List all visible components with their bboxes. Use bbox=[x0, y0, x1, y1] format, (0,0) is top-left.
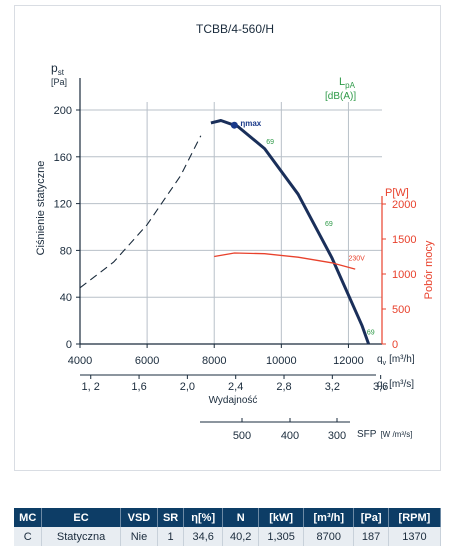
y-tick-label: 80 bbox=[60, 245, 72, 257]
table-header-cell: MC bbox=[14, 508, 43, 527]
x-tick-label: 12000 bbox=[333, 355, 364, 367]
m3s-tick-label: 2,8 bbox=[276, 381, 291, 393]
x-axis-unit-m3h: qv [m³/h] bbox=[377, 354, 415, 367]
eta-max-label: ηmax bbox=[240, 119, 261, 128]
table-cell: Nie bbox=[120, 527, 159, 546]
noise-level-label: 69 bbox=[367, 330, 375, 337]
y-axis-title: Ciśnienie statyczne bbox=[35, 161, 47, 256]
chart-frame bbox=[14, 5, 441, 471]
x-axis-unit-m3s: qv [m³/s] bbox=[377, 379, 414, 392]
table-cell: 40,2 bbox=[222, 527, 259, 546]
table-cell: 1,305 bbox=[258, 527, 305, 546]
table-header-cell: VSD bbox=[120, 508, 159, 527]
y-tick-label: 200 bbox=[54, 105, 72, 117]
x-axis-title: Wydajność bbox=[209, 395, 258, 406]
table-cell: 1 bbox=[157, 527, 185, 546]
table-header-cell: [Pa] bbox=[353, 508, 389, 527]
m3s-tick-label: 2,0 bbox=[180, 381, 195, 393]
power-axis-header: P[W] bbox=[385, 187, 409, 199]
table-cell: Statyczna bbox=[41, 527, 121, 546]
fan-parameters-table: MC EC VSD SR η[%] N [kW] [m³/h] [Pa] [RPM] C Staty… bbox=[14, 508, 442, 546]
sfp-tick-label: 300 bbox=[328, 430, 346, 442]
y-tick-label: 0 bbox=[66, 339, 72, 351]
x-tick-label: 6000 bbox=[135, 355, 159, 367]
power-axis-title: Pobór mocy bbox=[423, 240, 435, 299]
power-tick-label: 1000 bbox=[392, 269, 416, 281]
noise-legend-unit: [dB(A)] bbox=[325, 91, 356, 102]
power-tick-label: 1500 bbox=[392, 234, 416, 246]
power-tick-label: 2000 bbox=[392, 199, 416, 211]
eta-max-point bbox=[230, 121, 238, 129]
table-row: C Statyczna Nie 1 34,6 40,2 1,305 8700 187 1370 bbox=[14, 527, 442, 546]
power-curve bbox=[214, 252, 356, 270]
table-header-cell: [m³/h] bbox=[303, 508, 355, 527]
sfp-tick-label: 500 bbox=[233, 430, 251, 442]
x-tick-label: 4000 bbox=[68, 355, 92, 367]
table-header-cell: EC bbox=[41, 508, 121, 527]
table-header-row: MC EC VSD SR η[%] N [kW] [m³/h] [Pa] [RPM] bbox=[14, 508, 442, 527]
y-axis-symbol: pst bbox=[51, 61, 65, 77]
x-tick-label: 10000 bbox=[266, 355, 297, 367]
x-tick-label: 8000 bbox=[202, 355, 226, 367]
noise-legend-symbol: LpA bbox=[339, 76, 356, 90]
table-cell: C bbox=[14, 527, 43, 546]
table-header-cell: [kW] bbox=[258, 508, 305, 527]
table-header-cell: SR bbox=[157, 508, 185, 527]
sfp-label: SFP [W /m³/s] bbox=[357, 429, 412, 440]
table-cell: 34,6 bbox=[183, 527, 224, 546]
voltage-label: 230V bbox=[348, 256, 365, 263]
noise-level-label: 69 bbox=[266, 139, 274, 146]
y-axis-unit: [Pa] bbox=[51, 77, 67, 87]
y-tick-label: 160 bbox=[54, 152, 72, 164]
power-tick-label: 0 bbox=[392, 339, 398, 351]
chart-title: TCBB/4-560/H bbox=[196, 22, 274, 36]
pressure-curve bbox=[210, 119, 371, 345]
table-cell: 8700 bbox=[303, 527, 355, 546]
noise-level-label: 69 bbox=[325, 221, 333, 228]
pressure-curve-unstable bbox=[79, 135, 202, 289]
power-tick-label: 500 bbox=[392, 304, 410, 316]
m3s-tick-label: 2,4 bbox=[228, 381, 243, 393]
table-header-cell: N bbox=[222, 508, 259, 527]
table-cell: 1370 bbox=[388, 527, 442, 546]
table-header-cell: η[%] bbox=[183, 508, 224, 527]
fan-performance-chart: TCBB/4-560/H pst [Pa] Ciśnienie statyczn… bbox=[35, 22, 435, 442]
m3s-tick-label: 1, 2 bbox=[82, 381, 100, 393]
m3s-tick-label: 3,6 bbox=[373, 381, 388, 393]
m3s-tick-label: 3,2 bbox=[325, 381, 340, 393]
m3s-tick-label: 1,6 bbox=[131, 381, 146, 393]
table-header-cell: [RPM] bbox=[388, 508, 442, 527]
sfp-tick-label: 400 bbox=[281, 430, 299, 442]
y-tick-label: 120 bbox=[54, 199, 72, 211]
y-tick-label: 40 bbox=[60, 292, 72, 304]
table-cell: 187 bbox=[353, 527, 389, 546]
